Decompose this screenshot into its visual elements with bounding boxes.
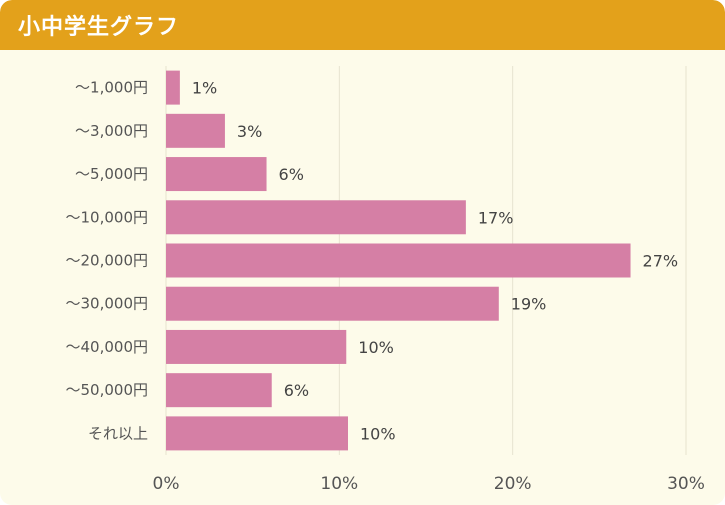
x-tick-label-2: 20% — [494, 474, 532, 494]
bar-7 — [166, 373, 272, 407]
value-label-7: 6% — [284, 381, 309, 400]
x-tick-label-0: 0% — [153, 474, 180, 494]
category-label-0: ～1,000円 — [75, 79, 148, 97]
category-label-1: ～3,000円 — [75, 122, 148, 140]
bar-2 — [166, 157, 267, 191]
category-label-7: ～50,000円 — [66, 381, 149, 399]
bar-4 — [166, 244, 631, 278]
value-label-3: 17% — [478, 208, 514, 227]
value-label-4: 27% — [643, 252, 679, 271]
value-label-2: 6% — [279, 165, 304, 184]
x-tick-label-1: 10% — [320, 474, 358, 494]
bar-1 — [166, 114, 225, 148]
value-label-8: 10% — [360, 424, 396, 443]
bar-8 — [166, 416, 348, 450]
bar-0 — [166, 71, 180, 105]
category-label-2: ～5,000円 — [75, 165, 148, 183]
value-label-0: 1% — [192, 79, 217, 98]
x-tick-label-3: 30% — [667, 474, 705, 494]
bar-5 — [166, 287, 499, 321]
category-label-5: ～30,000円 — [66, 295, 149, 313]
category-label-4: ～20,000円 — [66, 252, 149, 270]
bar-6 — [166, 330, 346, 364]
bar-3 — [166, 200, 466, 234]
value-label-5: 19% — [511, 295, 547, 314]
value-label-6: 10% — [358, 338, 394, 357]
category-label-8: それ以上 — [88, 424, 148, 442]
value-label-1: 3% — [237, 122, 262, 141]
category-label-6: ～40,000円 — [66, 338, 149, 356]
category-label-3: ～10,000円 — [66, 208, 149, 226]
